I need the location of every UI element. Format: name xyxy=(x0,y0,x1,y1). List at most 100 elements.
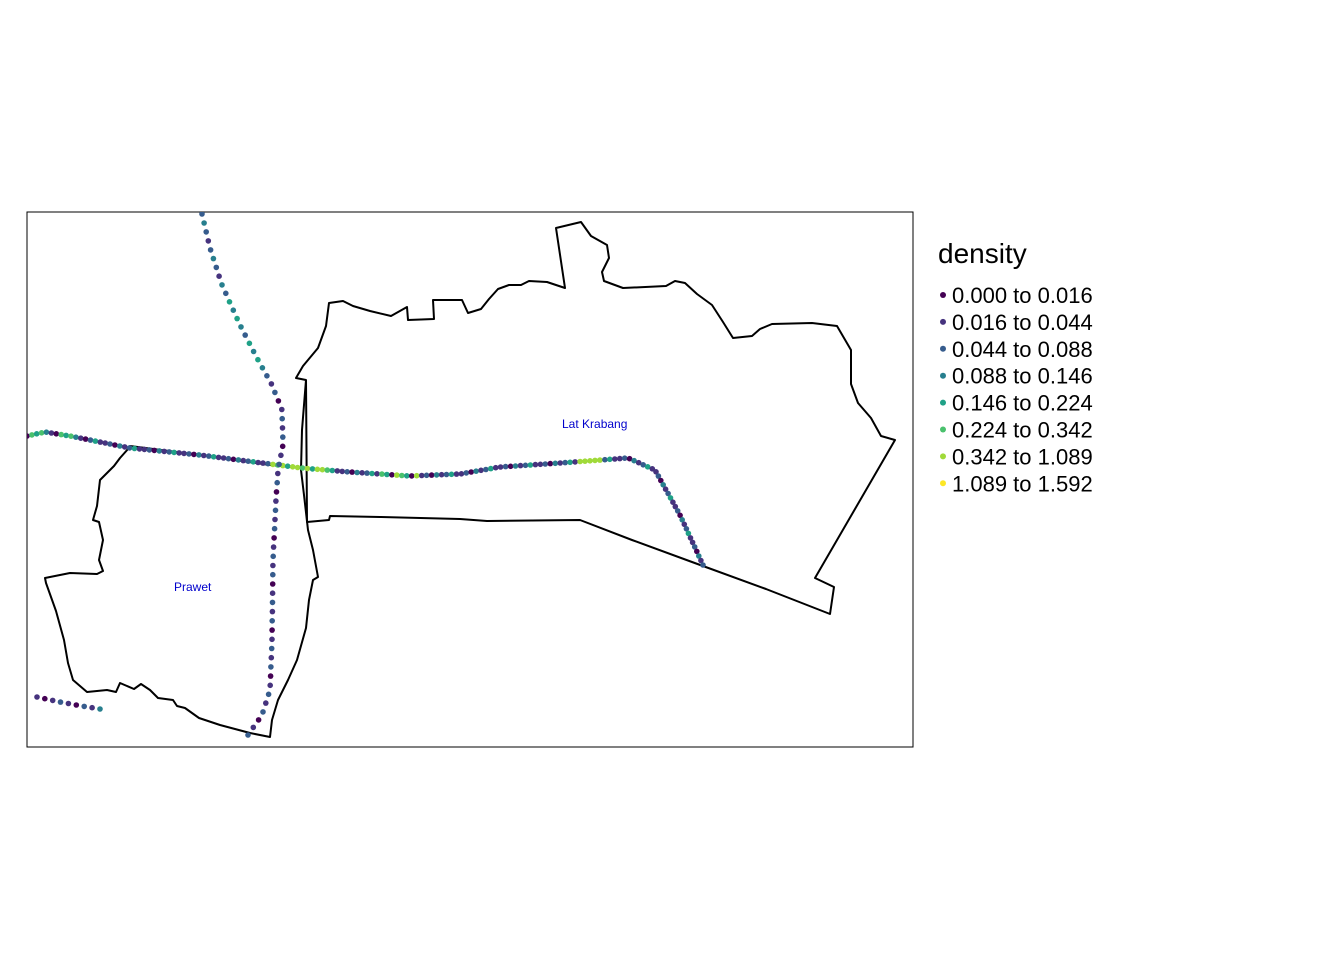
density-point xyxy=(275,398,282,404)
density-point xyxy=(265,691,272,698)
density-point xyxy=(433,472,440,478)
density-point xyxy=(324,467,331,473)
density-points xyxy=(27,212,706,738)
density-point xyxy=(478,467,484,474)
density-point xyxy=(653,469,659,475)
density-point xyxy=(289,464,296,470)
density-point xyxy=(655,473,662,479)
density-point xyxy=(151,447,158,454)
legend-swatch xyxy=(940,318,946,325)
density-point xyxy=(216,273,222,280)
density-point xyxy=(359,470,365,476)
density-point xyxy=(272,507,279,514)
density-point xyxy=(102,440,108,446)
density-point xyxy=(592,457,598,464)
density-point xyxy=(112,442,118,448)
density-point xyxy=(428,472,435,478)
density-point xyxy=(314,466,321,473)
legend-swatch xyxy=(940,345,946,352)
density-point xyxy=(29,432,35,438)
density-point xyxy=(250,724,257,731)
density-point xyxy=(268,381,275,387)
density-point xyxy=(468,469,475,475)
density-point xyxy=(260,709,266,715)
density-point xyxy=(473,468,479,475)
density-point xyxy=(354,469,360,476)
density-point xyxy=(82,436,89,442)
density-point xyxy=(483,466,489,473)
density-point xyxy=(270,461,276,468)
density-point xyxy=(235,457,242,463)
density-point xyxy=(689,539,696,546)
density-point xyxy=(250,348,257,355)
density-point xyxy=(199,212,205,217)
density-point xyxy=(265,460,271,467)
density-point xyxy=(542,461,549,467)
legend-swatch xyxy=(940,292,946,298)
density-point xyxy=(617,455,623,462)
density-point xyxy=(63,432,69,439)
density-point xyxy=(694,548,700,555)
density-point xyxy=(230,307,237,314)
density-point xyxy=(547,460,554,467)
density-point xyxy=(587,458,593,464)
legend-label: 0.016 to 0.044 xyxy=(952,310,1093,335)
density-point xyxy=(131,445,138,452)
density-point xyxy=(667,495,674,501)
map-frame xyxy=(26,211,914,748)
density-point xyxy=(394,472,400,478)
density-point xyxy=(279,425,286,431)
density-point xyxy=(242,332,248,338)
density-point xyxy=(27,433,30,439)
density-point xyxy=(65,700,72,707)
density-point xyxy=(527,462,534,468)
density-point xyxy=(369,470,375,477)
district-label-lat-krabang: Lat Krabang xyxy=(562,417,627,431)
density-point xyxy=(246,340,253,347)
density-point xyxy=(438,471,445,478)
density-point xyxy=(279,415,286,422)
density-point xyxy=(81,703,87,710)
density-point xyxy=(304,465,311,472)
density-point xyxy=(379,471,385,477)
density-point xyxy=(225,455,232,462)
density-point xyxy=(181,450,187,457)
density-point xyxy=(269,636,275,643)
density-point xyxy=(57,699,64,705)
density-point xyxy=(458,471,465,477)
density-point xyxy=(443,471,450,478)
density-point xyxy=(280,434,286,440)
density-point xyxy=(685,530,692,537)
density-point xyxy=(161,448,167,455)
density-point xyxy=(270,562,276,569)
density-point xyxy=(662,486,669,493)
density-point xyxy=(278,452,284,459)
density-point xyxy=(136,446,143,452)
density-point xyxy=(268,645,275,652)
density-point xyxy=(176,450,182,456)
density-point xyxy=(226,299,233,305)
density-point xyxy=(279,406,285,413)
density-point xyxy=(213,264,220,271)
density-point xyxy=(269,590,276,596)
density-point xyxy=(517,462,524,469)
density-point xyxy=(497,464,504,470)
density-point xyxy=(691,544,698,550)
density-point xyxy=(621,455,628,462)
legend-label: 0.342 to 1.089 xyxy=(952,444,1093,469)
density-point xyxy=(270,571,276,578)
density-point xyxy=(453,471,460,477)
legend-swatch xyxy=(940,453,946,460)
density-point xyxy=(660,482,666,488)
density-point xyxy=(270,544,277,550)
density-point xyxy=(602,456,608,463)
density-point xyxy=(49,697,56,704)
density-point xyxy=(89,704,95,711)
density-point xyxy=(48,430,55,436)
density-point xyxy=(43,429,50,436)
density-point xyxy=(269,581,276,587)
density-point xyxy=(234,315,240,322)
density-point xyxy=(404,473,410,479)
density-point xyxy=(319,466,326,473)
density-point xyxy=(97,439,104,445)
